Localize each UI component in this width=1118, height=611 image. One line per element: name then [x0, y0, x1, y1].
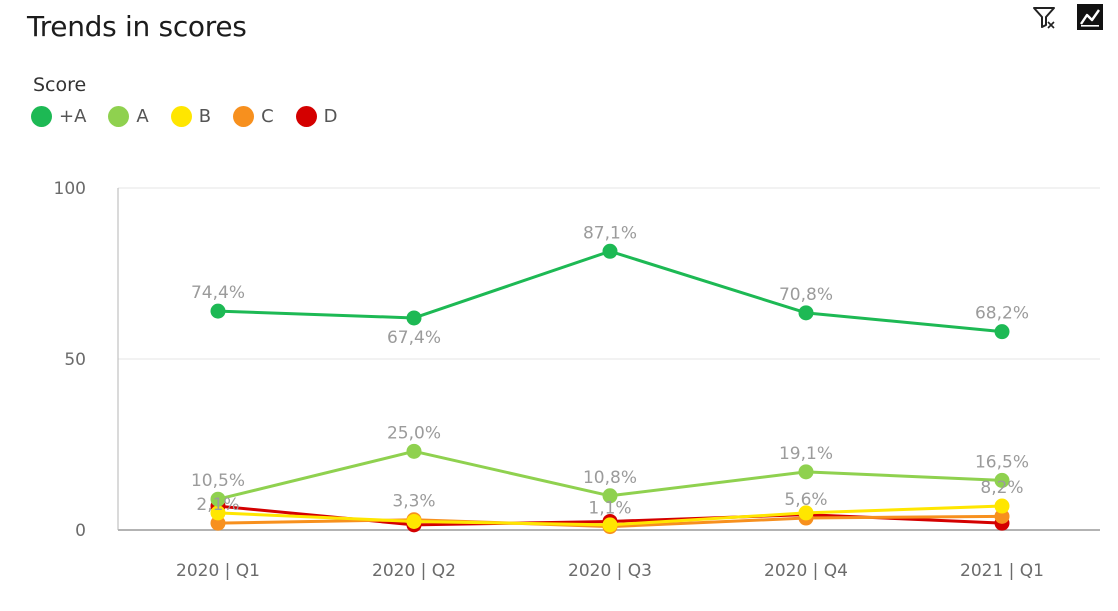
data-point — [994, 508, 1010, 524]
legend-swatch — [170, 106, 192, 127]
data-label: 16,5% — [975, 452, 1029, 472]
data-label: 1,1% — [588, 499, 631, 519]
data-point — [210, 515, 226, 531]
data-label: 67,4% — [387, 328, 441, 348]
data-point — [406, 443, 422, 459]
x-tick-label: 2020 | Q2 — [372, 561, 456, 581]
filter-icon — [1033, 7, 1055, 29]
data-label: 8,2% — [980, 478, 1023, 498]
data-point — [602, 243, 618, 259]
legend-item[interactable]: D — [295, 106, 338, 127]
data-point — [798, 305, 814, 321]
legend-swatch — [31, 106, 52, 127]
chart-toolbar — [1028, 2, 1106, 32]
y-tick-label: 0 — [75, 521, 86, 541]
data-label: 19,1% — [779, 444, 833, 464]
x-tick-label: 2021 | Q1 — [960, 561, 1044, 581]
filter-button[interactable] — [1028, 2, 1060, 32]
legend-item[interactable]: C — [233, 106, 274, 127]
legend-title: Score — [33, 74, 87, 96]
legend-label: A — [136, 106, 149, 127]
legend-item[interactable]: B — [170, 106, 212, 127]
chart-legend: +A A B C D — [31, 106, 360, 127]
data-point — [602, 517, 618, 533]
legend-swatch — [295, 106, 317, 127]
x-tick-label: 2020 | Q1 — [176, 561, 260, 581]
data-label: 25,0% — [387, 423, 441, 443]
data-point — [994, 324, 1010, 340]
line-chart-icon — [1077, 4, 1103, 30]
data-label: 70,8% — [779, 285, 833, 305]
data-label: 5,6% — [784, 490, 827, 510]
data-point — [798, 505, 814, 521]
legend-item[interactable]: +A — [31, 106, 86, 127]
data-point — [406, 513, 422, 529]
data-point — [406, 310, 422, 326]
data-point — [210, 491, 226, 507]
data-label: 68,2% — [975, 304, 1029, 324]
data-label: 87,1% — [583, 223, 637, 243]
chart-title: Trends in scores — [27, 10, 247, 43]
legend-label: B — [198, 106, 212, 127]
data-label: 3,3% — [392, 492, 435, 512]
legend-item[interactable]: A — [108, 106, 149, 127]
data-point — [994, 498, 1010, 514]
y-tick-label: 50 — [64, 350, 86, 370]
data-label: 10,8% — [583, 468, 637, 488]
series-line-+A — [217, 249, 1003, 334]
legend-label: +A — [59, 106, 87, 127]
data-point — [602, 488, 618, 504]
data-point — [994, 472, 1010, 488]
chart-type-button[interactable] — [1074, 2, 1106, 32]
data-label: 2,1% — [196, 495, 239, 515]
legend-swatch — [108, 106, 130, 127]
legend-swatch — [233, 106, 255, 127]
legend-label: C — [261, 106, 274, 127]
x-tick-label: 2020 | Q4 — [764, 561, 848, 581]
legend-label: D — [323, 106, 338, 127]
data-point — [210, 505, 226, 521]
data-label: 74,4% — [191, 283, 245, 303]
data-label: 10,5% — [191, 471, 245, 491]
y-tick-label: 100 — [54, 179, 86, 199]
x-tick-label: 2020 | Q3 — [568, 561, 652, 581]
data-point — [210, 303, 226, 319]
data-point — [798, 464, 814, 480]
